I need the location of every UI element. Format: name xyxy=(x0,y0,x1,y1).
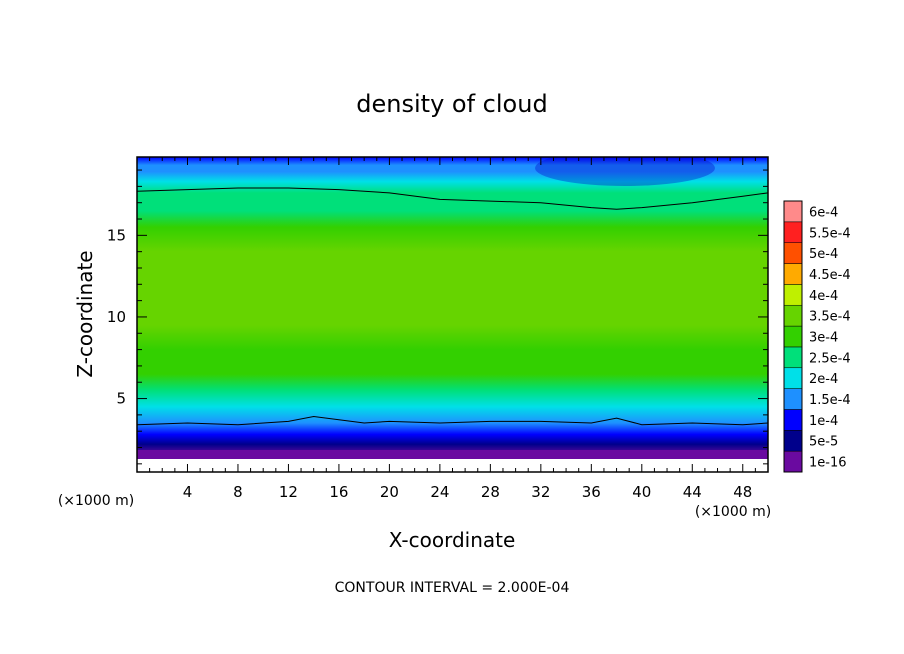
below-cloud-region xyxy=(137,458,768,472)
contour-interval-note: CONTOUR INTERVAL = 2.000E-04 xyxy=(335,580,570,596)
colorbar-swatch-3.5e-4 xyxy=(783,304,803,327)
x-tick-label: 16 xyxy=(329,483,348,501)
colorbar-label: 3.5e-4 xyxy=(809,310,851,325)
y-tick-label: 10 xyxy=(107,308,126,326)
x-tick-label: 48 xyxy=(733,483,752,501)
colorbar-swatch-1.5e-4 xyxy=(783,388,803,410)
colorbar-swatch-1e-16 xyxy=(783,450,803,473)
x-axis-unit-right: (×1000 m) xyxy=(695,504,771,520)
colorbar-swatch-6e-4 xyxy=(783,200,803,223)
contour-lines xyxy=(137,187,768,426)
upper-low-density-region xyxy=(535,157,715,186)
cloud-base-band xyxy=(137,450,768,459)
contour-line-2 xyxy=(137,415,768,426)
y-axis-title: Z-coordinate xyxy=(73,250,97,377)
density-field-fill xyxy=(137,157,768,472)
colorbar-swatch-3e-4 xyxy=(783,325,803,348)
x-axis-title: X-coordinate xyxy=(389,528,516,552)
colorbar-swatch-5e-4 xyxy=(783,242,803,264)
colorbar-label: 4e-4 xyxy=(809,289,838,304)
colorbar-swatch-5.5e-4 xyxy=(783,221,803,243)
colorbar-label: 1e-16 xyxy=(809,456,847,471)
colorbar-swatch-2e-4 xyxy=(783,367,803,389)
colorbar-label: 5e-5 xyxy=(809,435,838,450)
chart-title: density of cloud xyxy=(356,90,547,118)
colorbar-swatch-1e-4 xyxy=(783,409,803,431)
x-tick-label: 28 xyxy=(481,483,500,501)
colorbar-label: 2.5e-4 xyxy=(809,351,851,366)
x-tick-label: 32 xyxy=(531,483,550,501)
colorbar: 1e-16 5e-5 1e-4 1.5e-4 2e-4 2.5e-4 3e-4 3.5e-4 4… xyxy=(783,200,851,473)
colorbar-swatch-5e-5 xyxy=(783,430,803,452)
contour-line-1 xyxy=(137,187,768,210)
colorbar-swatch-2.5e-4 xyxy=(783,346,803,369)
colorbar-swatch-4.5e-4 xyxy=(783,263,803,285)
colorbar-label: 5e-4 xyxy=(809,247,838,262)
colorbar-label: 1.5e-4 xyxy=(809,393,851,408)
x-tick-label: 20 xyxy=(380,483,399,501)
y-tick-label: 15 xyxy=(107,226,126,244)
colorbar-label: 2e-4 xyxy=(809,372,838,387)
colorbar-swatch-4e-4 xyxy=(783,284,803,306)
x-axis: 4 8 12 16 20 24 28 32 36 40 44 48 xyxy=(149,157,756,501)
colorbar-frame xyxy=(783,200,803,473)
x-tick-label: 40 xyxy=(632,483,651,501)
y-tick-label: 5 xyxy=(116,390,126,408)
x-tick-label: 36 xyxy=(582,483,601,501)
x-tick-label: 44 xyxy=(683,483,702,501)
y-axis: 5 10 15 xyxy=(107,169,768,465)
x-tick-label: 4 xyxy=(183,483,193,501)
colorbar-label: 4.5e-4 xyxy=(809,268,851,283)
colorbar-label: 3e-4 xyxy=(809,331,838,346)
colorbar-label: 5.5e-4 xyxy=(809,226,851,241)
density-field xyxy=(137,157,768,472)
x-tick-label: 24 xyxy=(430,483,449,501)
x-tick-label: 8 xyxy=(233,483,243,501)
x-tick-label: 12 xyxy=(279,483,298,501)
x-axis-unit-left: (×1000 m) xyxy=(58,493,134,509)
colorbar-label: 1e-4 xyxy=(809,414,838,429)
colorbar-label: 6e-4 xyxy=(809,205,838,220)
